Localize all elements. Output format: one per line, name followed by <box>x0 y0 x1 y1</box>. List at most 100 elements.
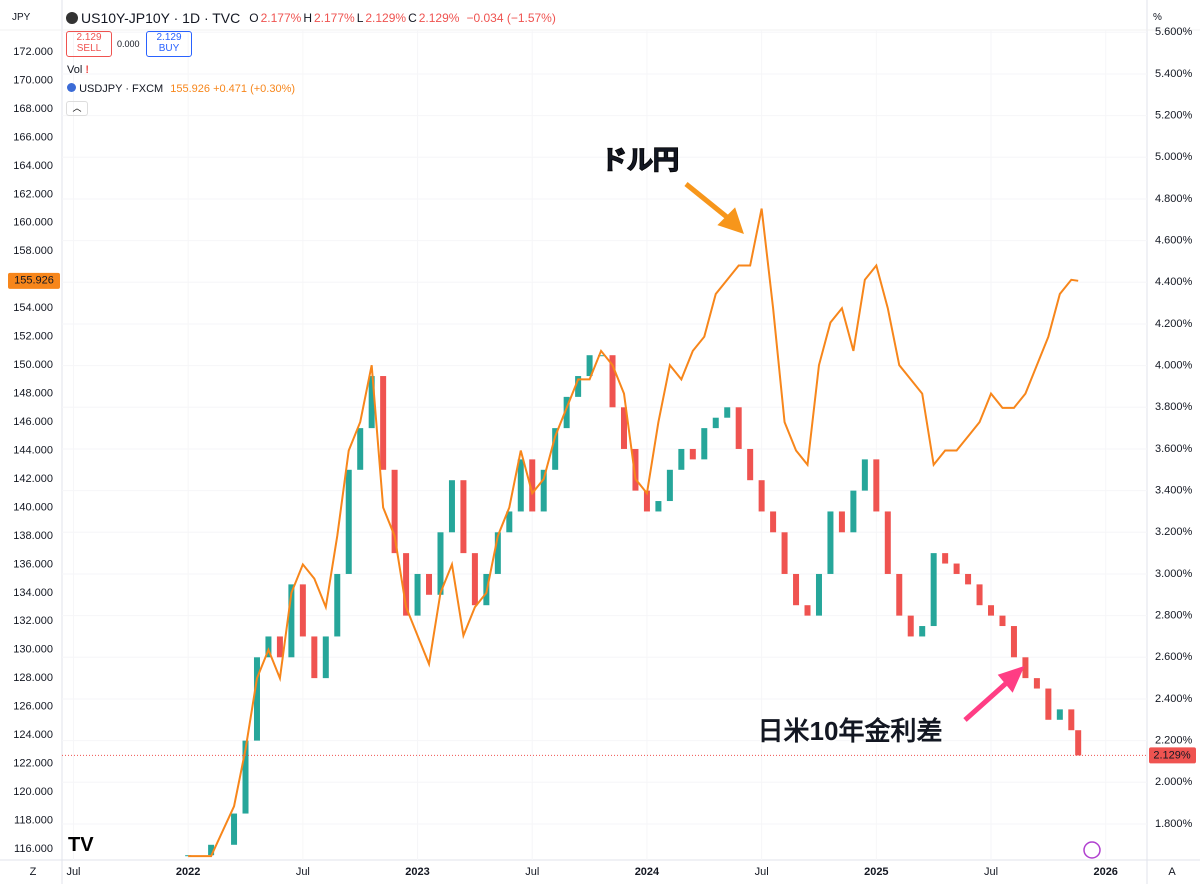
candle <box>231 813 238 845</box>
price-tag <box>1149 747 1196 764</box>
y2-tick-label: 2.000% <box>1155 776 1193 788</box>
x-tick-label: Jul <box>755 866 769 878</box>
y2-tick-label: 2.600% <box>1155 651 1193 663</box>
annotation: 日米10年金利差 <box>758 716 943 746</box>
plot <box>185 208 1082 858</box>
usdjpy-legend: USDJPY · FXCM 155.926 +0.471 (+0.30%) <box>67 83 295 95</box>
candle <box>1010 626 1017 658</box>
y-tick-label: 146.000 <box>13 416 53 428</box>
candle <box>448 480 455 533</box>
candle <box>1075 730 1082 756</box>
candle <box>506 511 513 533</box>
left-unit: JPY <box>12 12 31 23</box>
y-tick-label: 140.000 <box>13 501 53 513</box>
usdjpy-icon <box>67 83 76 92</box>
candle <box>357 428 364 470</box>
collapse-button[interactable]: ︿ <box>66 101 88 116</box>
usdjpy-name: USDJPY · FXCM <box>79 83 164 95</box>
y2-tick-label: 1.800% <box>1155 818 1193 830</box>
candle <box>930 553 937 627</box>
ohlc-item: C <box>408 11 417 25</box>
x-tick-label: Jul <box>66 866 80 878</box>
candle <box>529 459 536 512</box>
ohlc: O 2.177% H 2.177% L 2.129% C 2.129% <box>249 11 459 25</box>
corner-label: Z <box>30 866 37 878</box>
change: −0.034 (−1.57%) <box>466 11 556 25</box>
candle <box>655 501 662 512</box>
candle <box>689 448 696 460</box>
usdjpy-line <box>188 208 1079 858</box>
candle <box>311 636 318 679</box>
candle <box>735 407 742 449</box>
candle <box>770 511 777 533</box>
candle <box>861 459 868 491</box>
y-tick-label: 172.000 <box>13 46 53 58</box>
vol: Vol <box>67 64 83 76</box>
ohlc-item: H <box>303 11 312 25</box>
y2-tick-label: 4.400% <box>1155 276 1193 288</box>
y-tick-label: 142.000 <box>13 473 53 485</box>
y-tick-label: 162.000 <box>13 188 53 200</box>
y-tick-label: 138.000 <box>13 530 53 542</box>
candle <box>1045 688 1052 720</box>
candle <box>678 448 685 470</box>
candle <box>907 615 914 637</box>
y-tick-label: 164.000 <box>13 160 53 172</box>
candle <box>919 626 926 637</box>
candle <box>1033 678 1040 689</box>
x-tick-label: Jul <box>525 866 539 878</box>
candle <box>884 511 891 574</box>
candle <box>701 428 708 460</box>
x-tick-label: Jul <box>296 866 310 878</box>
candle <box>598 355 605 357</box>
y-tick-label: 116.000 <box>14 843 53 855</box>
y2-tick-label: 5.600% <box>1155 26 1193 38</box>
ohlc-item: 2.129% <box>418 11 460 25</box>
y-tick-label: 144.000 <box>13 444 53 456</box>
y-tick-label: 134.000 <box>13 587 53 599</box>
candle <box>368 376 375 429</box>
y-tick-label: 120.000 <box>13 786 53 798</box>
symbol-legend: US10Y-JP10Y · 1D · TVC O 2.177% H 2.177% L 2.… <box>66 10 556 26</box>
candle <box>288 584 295 658</box>
candle <box>850 490 857 533</box>
candle <box>747 448 754 481</box>
candle <box>666 469 673 502</box>
candle <box>793 573 800 606</box>
right-unit: % <box>1153 12 1162 23</box>
buy-button[interactable]: 2.129 BUY <box>146 31 192 57</box>
ohlc-item: 2.177% <box>260 11 302 25</box>
vol-warning: ! <box>85 64 90 76</box>
candle <box>804 605 811 616</box>
y2-tick-label: 3.800% <box>1155 401 1193 413</box>
x-tick-label: Jul <box>984 866 998 878</box>
candle <box>242 740 249 814</box>
candle <box>208 844 215 856</box>
candle <box>322 636 329 679</box>
sell-button[interactable]: 2.129 SELL <box>66 31 112 57</box>
candle <box>414 573 421 616</box>
y2-tick-label: 3.600% <box>1155 443 1193 455</box>
y-tick-label: 148.000 <box>13 388 53 400</box>
candle <box>1056 709 1063 720</box>
candle <box>632 448 639 491</box>
candle <box>471 553 478 606</box>
y-tick-label: 160.000 <box>13 217 53 229</box>
candle <box>460 480 467 554</box>
candle <box>896 573 903 616</box>
candle <box>540 469 547 512</box>
candle <box>265 636 272 658</box>
ohlc-item: O <box>249 11 259 25</box>
y2-tick-label: 2.800% <box>1155 610 1193 622</box>
x-tick-label: 2024 <box>635 866 660 878</box>
ohlc-item: 2.177% <box>313 11 355 25</box>
y2-tick-label: 4.200% <box>1155 318 1193 330</box>
x-tick-label: 2022 <box>176 866 200 878</box>
price-tag-label: 155.926 <box>14 275 54 287</box>
candle <box>552 428 559 470</box>
candle <box>391 469 398 554</box>
candle <box>781 532 788 574</box>
annotation-arrow <box>963 665 1025 722</box>
